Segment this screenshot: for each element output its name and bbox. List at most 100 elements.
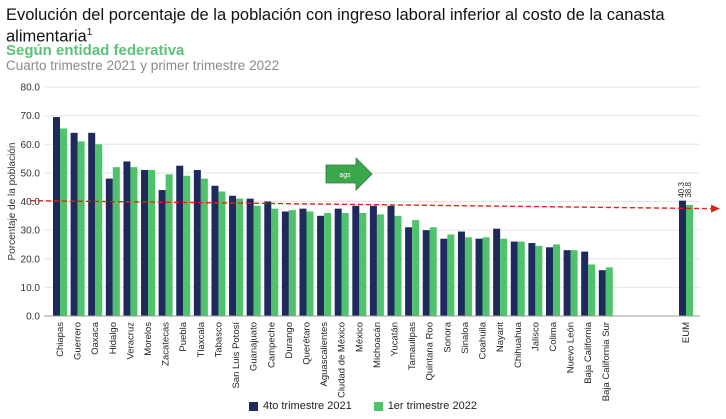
bar-series1 bbox=[88, 132, 96, 316]
chart-legend: 4to trimestre 2021 1er trimestre 2022 bbox=[0, 400, 726, 412]
bar-series1 bbox=[457, 231, 465, 316]
y-axis-label: Porcentaje de la población bbox=[7, 143, 18, 261]
x-tick-label: Guerrero bbox=[73, 322, 84, 360]
x-tick-label: Hidalgo bbox=[108, 322, 119, 354]
y-tick-label: 50.0 bbox=[21, 168, 41, 179]
x-tick-label: Tamaulipas bbox=[407, 322, 418, 370]
bar-series1 bbox=[475, 238, 483, 316]
x-tick-label: Michoacán bbox=[372, 322, 383, 368]
x-tick-label: Oaxaca bbox=[90, 321, 101, 354]
bar-series2 bbox=[324, 212, 332, 316]
y-tick-label: 80.0 bbox=[21, 83, 41, 94]
bar-series2 bbox=[376, 214, 384, 316]
bar-series2 bbox=[130, 167, 138, 316]
bar-series1 bbox=[53, 117, 60, 317]
reference-line-arrowhead bbox=[711, 204, 720, 213]
bar-series1 bbox=[141, 170, 149, 316]
bar-series2 bbox=[200, 178, 208, 316]
bar-series1 bbox=[405, 227, 413, 316]
bar-series2 bbox=[605, 267, 613, 316]
bar-series2 bbox=[412, 220, 420, 316]
x-tick-label: EUM bbox=[681, 322, 692, 343]
x-tick-label: Querétaro bbox=[301, 322, 312, 365]
bar-series2 bbox=[148, 170, 156, 316]
bar-series2 bbox=[588, 264, 596, 316]
bar-series1 bbox=[493, 228, 501, 316]
bar-series2 bbox=[394, 215, 402, 316]
title-footnote-marker: 1 bbox=[86, 27, 93, 38]
data-label: 40.3 bbox=[677, 182, 686, 198]
ags-arrow-label: ags bbox=[339, 172, 351, 179]
x-tick-label: Yucatán bbox=[390, 322, 401, 356]
bar-series1 bbox=[123, 161, 131, 316]
bar-series1 bbox=[581, 251, 589, 316]
bar-series2 bbox=[165, 174, 173, 316]
bar-series1 bbox=[105, 178, 113, 316]
bar-series2 bbox=[341, 212, 349, 316]
legend-label-series2: 1er trimestre 2022 bbox=[387, 400, 477, 412]
legend-item-series2: 1er trimestre 2022 bbox=[373, 400, 477, 412]
bar-series2 bbox=[517, 241, 525, 316]
bar-series1 bbox=[545, 247, 553, 316]
x-tick-label: Zacatecas bbox=[161, 322, 172, 366]
x-tick-label: Nuevo León bbox=[566, 322, 577, 373]
legend-label-series1: 4to trimestre 2021 bbox=[263, 400, 352, 412]
bar-series2 bbox=[447, 234, 455, 316]
bar-series1 bbox=[369, 205, 377, 316]
x-tick-label: Puebla bbox=[178, 321, 189, 351]
y-tick-label: 0.0 bbox=[26, 312, 40, 323]
bar-series2 bbox=[500, 238, 508, 316]
bar-series1 bbox=[598, 270, 606, 316]
bar-series1 bbox=[387, 205, 395, 316]
x-tick-label: Jalisco bbox=[530, 322, 541, 351]
bar-series2 bbox=[271, 208, 279, 316]
y-tick-label: 20.0 bbox=[21, 254, 41, 265]
bar-series1 bbox=[299, 208, 307, 316]
y-tick-label: 60.0 bbox=[21, 140, 41, 151]
chart-title-text: Evolución del porcentaje de la población… bbox=[6, 6, 665, 46]
ags-arrow-shape bbox=[325, 157, 373, 191]
legend-swatch-series1 bbox=[249, 401, 259, 411]
bar-series2 bbox=[253, 205, 261, 316]
y-tick-label: 10.0 bbox=[21, 283, 41, 294]
bar-series1 bbox=[211, 185, 219, 316]
x-tick-label: San Luis Potosí bbox=[231, 322, 242, 389]
x-tick-label: Sinaloa bbox=[460, 321, 471, 353]
bar-series2 bbox=[552, 244, 560, 316]
bar-series1 bbox=[440, 238, 448, 316]
reference-line bbox=[29, 199, 713, 210]
y-tick-label: 40.0 bbox=[21, 197, 41, 208]
bar-series2 bbox=[60, 128, 67, 316]
legend-item-series1: 4to trimestre 2021 bbox=[249, 400, 352, 412]
bar-series1 bbox=[70, 132, 78, 316]
bar-series1 bbox=[246, 198, 254, 316]
bar-series1 bbox=[229, 195, 237, 316]
bar-series1 bbox=[679, 200, 686, 316]
x-tick-label: México bbox=[354, 322, 365, 352]
x-tick-label: Campeche bbox=[266, 322, 277, 368]
bar-series1 bbox=[281, 211, 289, 316]
bar-series2 bbox=[77, 141, 85, 316]
x-tick-label: Baja California Sur bbox=[601, 322, 612, 401]
x-tick-label: Coahuila bbox=[478, 321, 489, 359]
bar-series1 bbox=[528, 243, 536, 316]
bar-series1 bbox=[264, 201, 272, 316]
bar-series1 bbox=[176, 165, 184, 316]
chart-title: Evolución del porcentaje de la población… bbox=[6, 6, 718, 46]
bar-series2 bbox=[112, 167, 120, 316]
bar-series1 bbox=[193, 170, 201, 316]
bar-series2 bbox=[183, 175, 191, 316]
x-tick-label: Nayarit bbox=[495, 322, 506, 352]
x-tick-label: Tabasco bbox=[213, 322, 224, 357]
bar-series1 bbox=[317, 215, 325, 316]
x-tick-label: Veracruz bbox=[125, 322, 136, 360]
y-tick-label: 70.0 bbox=[21, 111, 41, 122]
x-tick-label: Chihuahua bbox=[513, 321, 524, 368]
bar-series2 bbox=[570, 250, 578, 316]
bar-series2 bbox=[218, 191, 226, 316]
bar-series2 bbox=[306, 211, 314, 316]
y-tick-label: 30.0 bbox=[21, 226, 41, 237]
bar-series1 bbox=[510, 241, 518, 316]
bar-series1 bbox=[352, 205, 360, 316]
